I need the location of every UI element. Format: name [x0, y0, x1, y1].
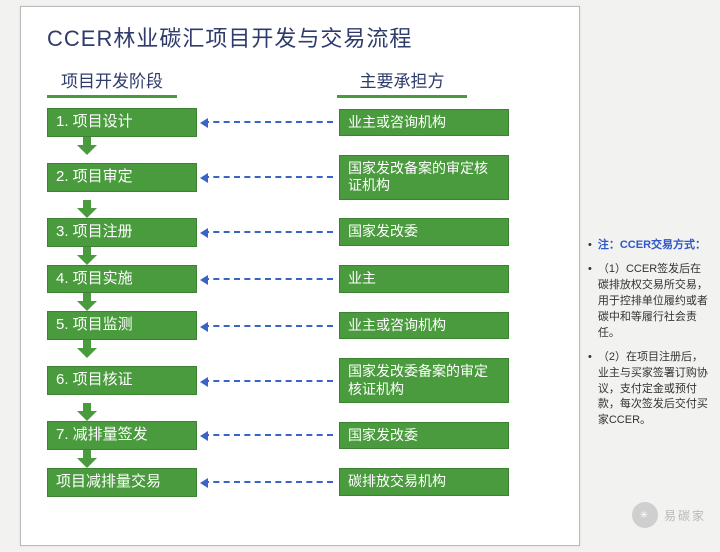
down-arrow-icon [77, 293, 97, 311]
notes-item: （2）在项目注册后，业主与买家签署订购协议，支付定金或预付款，每次签发后交付买家… [598, 350, 712, 430]
dash-arrow [203, 481, 333, 483]
left-header: 项目开发阶段 [47, 67, 177, 98]
flow-row: 5. 项目监测 业主或咨询机构 [47, 311, 547, 340]
flow-row: 6. 项目核证 国家发改委备案的审定核证机构 [47, 358, 547, 403]
flow-row: 3. 项目注册 国家发改委 [47, 218, 547, 247]
party-box: 业主或咨询机构 [339, 109, 509, 137]
dash-arrow [203, 380, 333, 382]
flow-row: 4. 项目实施 业主 [47, 265, 547, 294]
flow-area: 1. 项目设计业主或咨询机构2. 项目审定国家发改备案的审定核证机构3. 项目注… [47, 108, 553, 497]
stage-box: 5. 项目监测 [47, 311, 197, 340]
left-column: 项目开发阶段 [47, 67, 247, 108]
flow-row: 项目减排量交易 碳排放交易机构 [47, 468, 547, 497]
down-arrow-icon [77, 450, 97, 468]
down-arrow-icon [77, 200, 97, 218]
watermark: ✳ 易碳家 [632, 502, 706, 528]
party-box: 国家发改委 [339, 218, 509, 246]
dash-arrow [203, 434, 333, 436]
dash-arrow [203, 176, 333, 178]
flow-row: 2. 项目审定 国家发改备案的审定核证机构 [47, 155, 547, 200]
party-box: 碳排放交易机构 [339, 468, 509, 496]
stage-box: 4. 项目实施 [47, 265, 197, 294]
down-arrow-icon [77, 403, 97, 421]
right-column: 主要承担方 [337, 67, 537, 108]
columns-wrap: 项目开发阶段 主要承担方 [47, 67, 553, 108]
down-arrow-icon [77, 137, 97, 155]
stage-box: 项目减排量交易 [47, 468, 197, 497]
down-arrow-icon [77, 247, 97, 265]
stage-box: 3. 项目注册 [47, 218, 197, 247]
party-box: 国家发改委备案的审定核证机构 [339, 358, 509, 403]
stage-box: 1. 项目设计 [47, 108, 197, 137]
right-header: 主要承担方 [337, 67, 467, 98]
stage-box: 2. 项目审定 [47, 163, 197, 192]
notes: •注：CCER交易方式： •（1）CCER签发后在碳排放权交易所交易，用于控排单… [588, 238, 712, 437]
page-root: CCER林业碳汇项目开发与交易流程 项目开发阶段 主要承担方 1. 项目设计业主… [0, 0, 720, 552]
watermark-text: 易碳家 [664, 507, 706, 524]
notes-item: （1）CCER签发后在碳排放权交易所交易，用于控排单位履约或者碳中和等履行社会责… [598, 262, 712, 342]
wechat-icon: ✳ [632, 502, 658, 528]
party-box: 国家发改委 [339, 422, 509, 450]
notes-title: 注：CCER交易方式： [598, 238, 706, 254]
dash-arrow [203, 278, 333, 280]
party-box: 国家发改备案的审定核证机构 [339, 155, 509, 200]
flow-row: 7. 减排量签发 国家发改委 [47, 421, 547, 450]
flow-row: 1. 项目设计 业主或咨询机构 [47, 108, 547, 137]
dash-arrow [203, 231, 333, 233]
party-box: 业主 [339, 265, 509, 293]
party-box: 业主或咨询机构 [339, 312, 509, 340]
slide-title: CCER林业碳汇项目开发与交易流程 [47, 21, 553, 53]
stage-box: 7. 减排量签发 [47, 421, 197, 450]
slide: CCER林业碳汇项目开发与交易流程 项目开发阶段 主要承担方 1. 项目设计业主… [20, 6, 580, 546]
stage-box: 6. 项目核证 [47, 366, 197, 395]
dash-arrow [203, 325, 333, 327]
down-arrow-icon [77, 340, 97, 358]
dash-arrow [203, 121, 333, 123]
